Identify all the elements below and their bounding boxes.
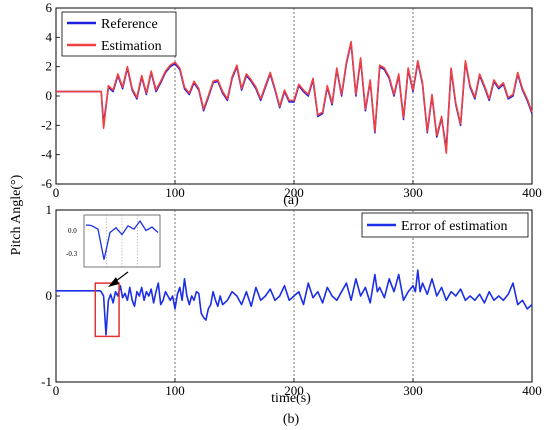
- x-tick-label: 400: [522, 185, 542, 200]
- inset-error-line: [86, 219, 159, 260]
- inset-zoom-plot: 0.0 -0.3: [66, 214, 161, 268]
- panel-b-chart: 0 100 200 300 400-101 Error of estimation 0.…: [41, 202, 542, 427]
- panel-a-legend: Reference Estimation: [61, 11, 177, 57]
- zoom-arrow-head: [108, 277, 119, 287]
- panel-a-series: [56, 40, 533, 154]
- panel-a-chart: 0 100 200 300 400 -6 -4 -2 0 2 4 6 Reference Estima…: [41, 0, 542, 208]
- x-axis-label: time(s): [271, 391, 311, 406]
- y-tick-label: -6: [41, 176, 52, 191]
- highlight-box: [94, 282, 120, 338]
- y-tick-label: 1: [46, 202, 53, 217]
- series-line-error-of-estimation: [56, 269, 533, 336]
- inset-tick-0: 0.0: [68, 227, 77, 235]
- panel-b-legend: Error of estimation: [361, 212, 529, 238]
- x-tick-label: 200: [284, 383, 304, 398]
- y-tick-label: -2: [41, 117, 52, 132]
- panel-b-series: [56, 269, 533, 336]
- x-tick-label: 0: [53, 185, 60, 200]
- legend-reference-label: Reference: [101, 17, 158, 32]
- series-line-estimation: [56, 40, 533, 154]
- y-tick-label: 2: [46, 59, 53, 74]
- legend-error-label: Error of estimation: [401, 219, 508, 234]
- y-tick-label: 0: [46, 288, 53, 303]
- inset-tick-neg03: -0.3: [66, 250, 78, 258]
- inset-series: [86, 219, 159, 260]
- x-tick-label: 100: [165, 185, 185, 200]
- y-tick-label: 6: [46, 0, 53, 15]
- legend-a-box: [61, 11, 177, 57]
- inset-frame: [83, 214, 161, 268]
- legend-estimation-label: Estimation: [101, 39, 162, 54]
- x-tick-label: 300: [403, 185, 423, 200]
- y-axis-label: Pitch Angle(°): [9, 174, 24, 255]
- panel-b-label: (b): [283, 412, 300, 427]
- x-tick-label: 400: [522, 383, 542, 398]
- x-tick-label: 0: [53, 383, 60, 398]
- panel-a-label: (a): [283, 193, 299, 208]
- panel-b-ticks: 0 100 200 300 400-101: [41, 202, 542, 398]
- y-tick-label: 0: [46, 88, 53, 103]
- x-tick-label: 100: [165, 383, 185, 398]
- x-tick-label: 200: [284, 185, 304, 200]
- y-tick-label: -4: [41, 147, 52, 162]
- y-tick-label: -1: [41, 374, 52, 389]
- inset-grid: [106, 215, 138, 267]
- x-tick-label: 300: [403, 383, 423, 398]
- y-tick-label: 4: [46, 29, 53, 44]
- panel-a-ticks: 0 100 200 300 400 -6 -4 -2 0 2 4 6: [41, 0, 542, 200]
